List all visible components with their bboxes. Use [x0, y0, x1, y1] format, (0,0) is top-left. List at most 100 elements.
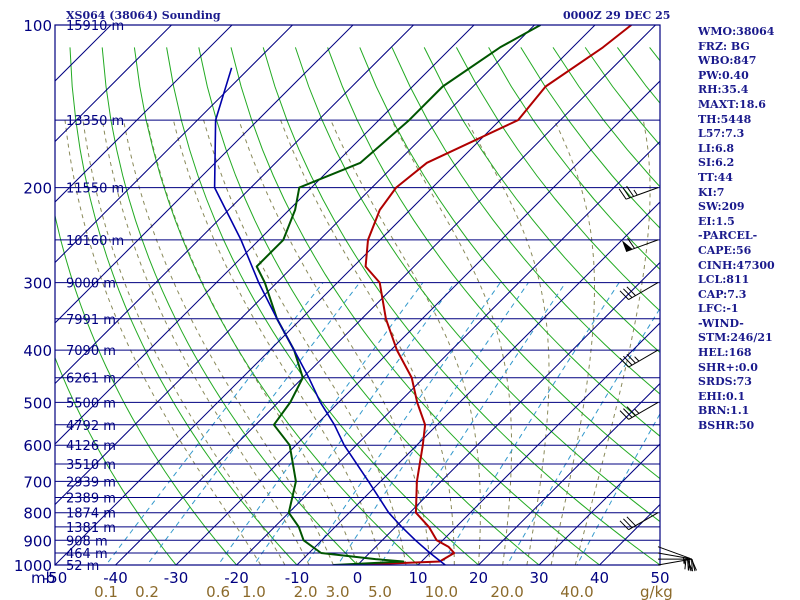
dry-adiabat: [262, 47, 660, 565]
moist-adiabat: [64, 120, 262, 565]
temperature-tick-label: -10: [285, 569, 310, 587]
wind-barb-feather: [622, 187, 631, 199]
temperature-tick-label: -50: [43, 569, 68, 587]
height-label: 1381 m: [66, 521, 116, 536]
dry-adiabat: [294, 47, 660, 523]
wind-barb: [619, 401, 659, 420]
valid-time: 0000Z 29 DEC 25: [563, 9, 671, 22]
station-title: XS064 (38064) Sounding: [66, 9, 221, 22]
height-label: 10160 m: [66, 234, 124, 249]
mixing-ratio-line: [105, 282, 324, 565]
mixing-ratio-line: [379, 282, 567, 565]
wind-barb-feather: [623, 518, 633, 529]
moist-adiabat: [330, 119, 481, 565]
wind-barb: [657, 546, 691, 571]
wind-barb-feather: [618, 188, 627, 200]
pressure-tick-label: 1000: [14, 557, 52, 575]
index-line: LFC:-1: [698, 302, 739, 316]
isotherm: [0, 25, 51, 576]
mixing-ratio-label: 10.0: [425, 583, 458, 600]
height-label: 464 m: [66, 547, 108, 562]
wind-barb: [619, 349, 659, 368]
isotherm: [55, 25, 293, 264]
height-label: 1874 m: [66, 507, 116, 522]
temperature-tick-label: 10: [408, 569, 427, 587]
dry-adiabat: [166, 47, 480, 565]
height-label: 11550 m: [66, 182, 124, 197]
index-line: LI:6.8: [698, 141, 735, 155]
isotherm: [356, 261, 660, 565]
index-line: PW:0.40: [698, 68, 749, 82]
pressure-tick-label: 600: [23, 437, 52, 455]
temperature-tick-label: 40: [590, 569, 609, 587]
pressure-tick-label: 500: [23, 394, 52, 412]
temperature-tick-label: -40: [103, 569, 128, 587]
height-label: 52 m: [66, 559, 99, 574]
pressure-tick-label: 900: [23, 532, 52, 550]
wind-barb-flag: [621, 240, 633, 252]
index-line: WBO:847: [698, 54, 757, 68]
dry-adiabat: [69, 47, 298, 565]
pressure-tick-label: 300: [23, 275, 52, 293]
pressure-tick-label: 400: [23, 342, 52, 360]
wind-barb-feather: [619, 290, 629, 300]
dry-adiabat: [55, 213, 238, 565]
height-label: 7991 m: [66, 313, 116, 328]
mixing-ratio-label: 40.0: [560, 583, 593, 600]
mixing-ratio-label: 3.0: [326, 583, 350, 600]
isotherm: [296, 201, 660, 565]
wind-barb-feather: [684, 556, 687, 570]
wind-barb-feather: [619, 520, 629, 531]
isotherm: [55, 25, 354, 324]
wind-barb-shaft: [657, 558, 692, 566]
mixing-ratio-line: [506, 307, 660, 565]
wind-barb-shaft: [628, 512, 659, 531]
moist-adiabat: [550, 119, 595, 565]
wind-barb-feather: [688, 558, 691, 571]
height-label: 5500 m: [66, 396, 116, 411]
wind-barb-feather: [626, 185, 635, 197]
height-label: 9000 m: [66, 277, 116, 292]
dry-adiabat: [455, 47, 660, 312]
pressure-tick-label: 100: [23, 17, 52, 35]
height-label: 4126 m: [66, 439, 116, 454]
mixing-ratio-line: [576, 412, 660, 565]
wind-barb-feather: [691, 558, 693, 572]
index-line: CINH:47300: [698, 258, 775, 272]
wind-barb-shaft: [628, 282, 659, 301]
pressure-unit-label: mb: [31, 569, 55, 587]
index-line: TT:44: [698, 170, 733, 184]
isotherm: [55, 25, 535, 506]
wind-barb-half-feather: [634, 356, 640, 362]
moist-adiabat: [146, 119, 358, 565]
mixing-ratio-label: 0.2: [135, 583, 159, 600]
parcel-profile: [213, 67, 446, 565]
height-label: 3510 m: [66, 458, 116, 473]
mixing-ratio-line: [253, 282, 456, 565]
wind-barb-feather: [626, 516, 636, 527]
dry-adiabat: [198, 47, 540, 565]
moist-adiabat: [123, 120, 334, 565]
index-line: FRZ: BG: [698, 39, 750, 53]
mixing-ratio-line: [146, 282, 361, 565]
wind-barb-feather: [687, 558, 689, 571]
wind-barb: [619, 282, 659, 301]
index-line: CAPE:56: [698, 243, 752, 257]
mixing-ratio-line: [217, 282, 424, 565]
mixing-ratio-label: 20.0: [490, 583, 523, 600]
dry-adiabat: [133, 47, 419, 565]
wind-barb-feather: [626, 406, 636, 416]
moist-adiabat: [391, 119, 513, 565]
temperature-tick-label: -30: [164, 569, 189, 587]
wind-barb: [621, 237, 659, 252]
wind-barb-feather: [626, 286, 636, 296]
mixing-ratio-unit-label: g/kg: [640, 583, 673, 600]
wind-barb-half-feather: [634, 408, 640, 414]
mixing-ratio-label: 1.0: [242, 583, 266, 600]
height-label: 2389 m: [66, 492, 116, 507]
pressure-tick-label: 200: [23, 180, 52, 198]
plot-frame: [54, 24, 661, 566]
temperature-tick-label: 20: [469, 569, 488, 587]
isotherm: [477, 382, 660, 565]
